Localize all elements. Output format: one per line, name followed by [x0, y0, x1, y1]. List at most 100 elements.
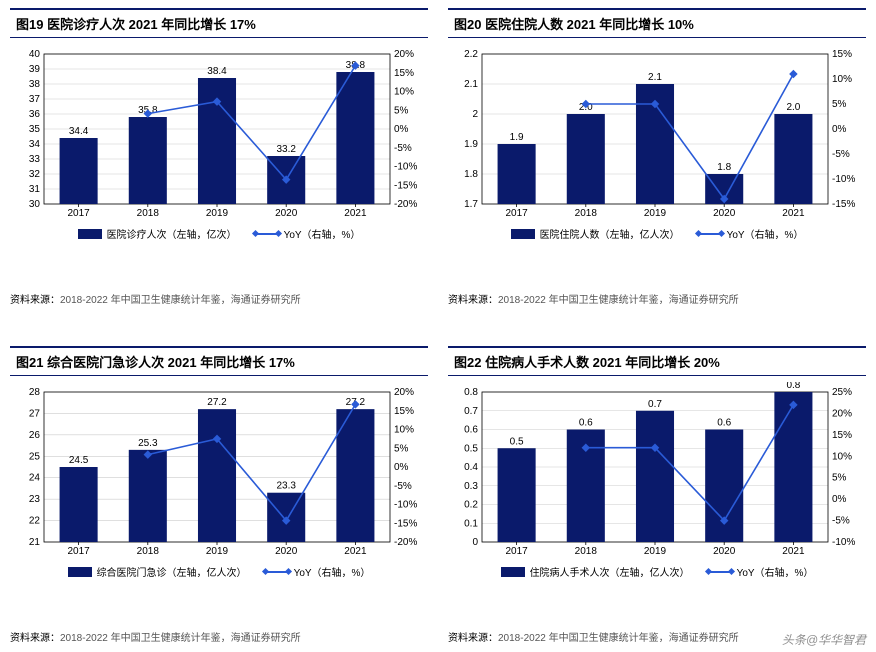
svg-text:-10%: -10%	[394, 162, 417, 173]
svg-text:2020: 2020	[713, 546, 736, 557]
svg-text:10%: 10%	[394, 87, 414, 98]
svg-text:5%: 5%	[394, 443, 409, 454]
svg-text:24.5: 24.5	[69, 455, 89, 466]
bar	[198, 409, 236, 542]
svg-text:1.9: 1.9	[464, 139, 478, 150]
legend-bar-swatch	[501, 567, 525, 577]
svg-text:25%: 25%	[832, 387, 852, 398]
svg-text:0%: 0%	[394, 124, 409, 135]
svg-text:24: 24	[29, 473, 41, 484]
svg-text:2.1: 2.1	[648, 72, 662, 83]
legend-bar-label: 医院住院人数（左轴，亿人次）	[540, 226, 680, 241]
svg-text:0.1: 0.1	[464, 518, 478, 529]
yoy-line	[586, 74, 794, 199]
source-line: 资料来源：2018-2022 年中国卫生健康统计年鉴，海通证券研究所	[10, 291, 428, 306]
svg-text:20%: 20%	[394, 49, 414, 60]
svg-text:0.5: 0.5	[464, 443, 478, 454]
svg-text:1.8: 1.8	[464, 169, 478, 180]
svg-text:2019: 2019	[206, 208, 229, 219]
source-text: 2018-2022 年中国卫生健康统计年鉴，海通证券研究所	[498, 295, 739, 306]
svg-text:2019: 2019	[206, 546, 229, 557]
bar	[60, 138, 98, 204]
legend-line-swatch	[708, 571, 732, 573]
panel-fig21: 图21 综合医院门急诊人次 2021 年同比增长 17% 21222324252…	[10, 346, 428, 644]
chart-area: 1.71.81.922.12.2-15%-10%-5%0%5%10%15%1.9…	[448, 38, 866, 285]
legend-bar-label: 医院诊疗人次（左轴，亿次）	[107, 226, 237, 241]
chart-area: 2122232425262728-20%-15%-10%-5%0%5%10%15…	[10, 376, 428, 623]
svg-text:2020: 2020	[713, 208, 736, 219]
svg-text:27: 27	[29, 408, 41, 419]
svg-text:0%: 0%	[832, 494, 847, 505]
svg-text:30: 30	[29, 199, 41, 210]
svg-text:2017: 2017	[505, 546, 528, 557]
svg-text:-20%: -20%	[394, 537, 417, 548]
svg-text:33: 33	[29, 154, 41, 165]
panel-fig22: 图22 住院病人手术人数 2021 年同比增长 20% 00.10.20.30.…	[448, 346, 866, 644]
panel-fig19: 图19 医院诊疗人次 2021 年同比增长 17% 30313233343536…	[10, 8, 428, 306]
chart-title: 图19 医院诊疗人次 2021 年同比增长 17%	[10, 8, 428, 38]
yoy-line	[586, 405, 794, 521]
source-label: 资料来源：	[448, 295, 498, 306]
svg-text:40: 40	[29, 49, 41, 60]
svg-text:0.8: 0.8	[464, 387, 478, 398]
source-text: 2018-2022 年中国卫生健康统计年鉴，海通证券研究所	[60, 295, 301, 306]
bar	[636, 411, 674, 542]
svg-text:2: 2	[472, 109, 478, 120]
chart-area: 3031323334353637383940-20%-15%-10%-5%0%5…	[10, 38, 428, 285]
line-marker	[789, 70, 797, 78]
svg-text:2019: 2019	[644, 546, 667, 557]
svg-text:15%: 15%	[832, 430, 852, 441]
svg-text:22: 22	[29, 516, 41, 527]
svg-text:2018: 2018	[137, 546, 160, 557]
svg-text:37: 37	[29, 94, 41, 105]
svg-text:1.7: 1.7	[464, 199, 478, 210]
svg-text:2.2: 2.2	[464, 49, 478, 60]
svg-text:5%: 5%	[832, 473, 847, 484]
bar	[498, 448, 536, 542]
bar	[336, 72, 374, 204]
bar	[705, 430, 743, 543]
svg-text:31: 31	[29, 184, 41, 195]
svg-text:15%: 15%	[394, 406, 414, 417]
legend: 住院病人手术人次（左轴，亿人次） YoY（右轴，%）	[448, 564, 866, 579]
yoy-line	[148, 66, 356, 180]
bar	[774, 114, 812, 204]
svg-text:23.3: 23.3	[276, 481, 296, 492]
svg-text:15%: 15%	[394, 68, 414, 79]
svg-text:35: 35	[29, 124, 41, 135]
svg-text:20%: 20%	[832, 408, 852, 419]
legend-bar: 住院病人手术人次（左轴，亿人次）	[501, 564, 690, 579]
bar	[498, 144, 536, 204]
legend-line-label: YoY（右轴，%）	[737, 564, 814, 579]
legend-bar: 医院住院人数（左轴，亿人次）	[511, 226, 680, 241]
svg-text:2017: 2017	[67, 208, 90, 219]
source-label: 资料来源：	[10, 295, 60, 306]
svg-text:-10%: -10%	[394, 500, 417, 511]
svg-text:2017: 2017	[505, 208, 528, 219]
bar	[774, 392, 812, 542]
svg-text:2.1: 2.1	[464, 79, 478, 90]
svg-text:2019: 2019	[644, 208, 667, 219]
svg-text:2018: 2018	[575, 208, 598, 219]
legend-line: YoY（右轴，%）	[708, 564, 814, 579]
svg-text:25.3: 25.3	[138, 438, 158, 449]
svg-text:-15%: -15%	[832, 199, 855, 210]
bar	[567, 114, 605, 204]
source-text: 2018-2022 年中国卫生健康统计年鉴，海通证券研究所	[498, 633, 739, 644]
source-text: 2018-2022 年中国卫生健康统计年鉴，海通证券研究所	[60, 633, 301, 644]
svg-text:27.2: 27.2	[207, 397, 227, 408]
chart-title: 图21 综合医院门急诊人次 2021 年同比增长 17%	[10, 346, 428, 376]
svg-text:-10%: -10%	[832, 174, 855, 185]
svg-text:0.7: 0.7	[648, 399, 662, 410]
svg-text:10%: 10%	[832, 74, 852, 85]
svg-text:-5%: -5%	[394, 481, 412, 492]
svg-text:1.9: 1.9	[510, 132, 524, 143]
svg-text:28: 28	[29, 387, 41, 398]
svg-text:2021: 2021	[782, 208, 805, 219]
svg-text:38.4: 38.4	[207, 66, 227, 77]
chart-title: 图20 医院住院人数 2021 年同比增长 10%	[448, 8, 866, 38]
svg-text:-15%: -15%	[394, 518, 417, 529]
legend-bar-swatch	[511, 229, 535, 239]
svg-text:2020: 2020	[275, 546, 298, 557]
svg-text:0.4: 0.4	[464, 462, 478, 473]
